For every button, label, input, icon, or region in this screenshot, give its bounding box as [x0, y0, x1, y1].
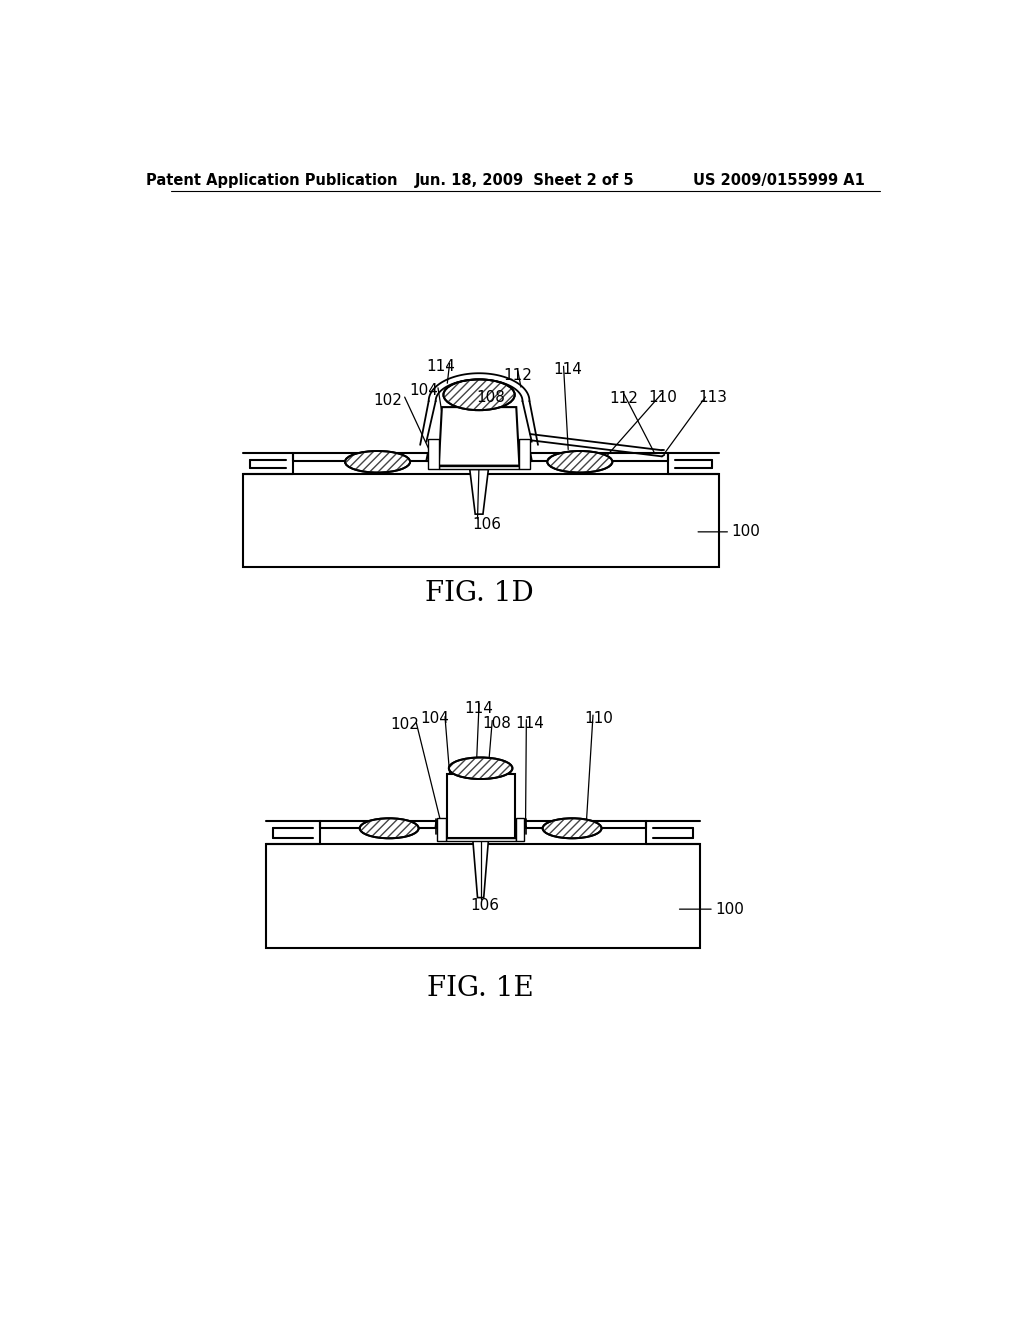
Text: 106: 106 [470, 898, 499, 913]
Text: FIG. 1E: FIG. 1E [427, 975, 534, 1002]
Text: 114: 114 [515, 715, 544, 731]
Ellipse shape [543, 818, 601, 838]
Ellipse shape [345, 451, 410, 473]
Text: 110: 110 [584, 711, 612, 726]
Bar [266, 843, 700, 948]
Text: 112: 112 [504, 368, 532, 383]
Polygon shape [473, 841, 488, 898]
Bar [519, 438, 530, 470]
Text: 110: 110 [648, 389, 677, 405]
Bar [438, 466, 519, 470]
Text: Jun. 18, 2009  Sheet 2 of 5: Jun. 18, 2009 Sheet 2 of 5 [415, 173, 635, 189]
Ellipse shape [443, 379, 515, 411]
Polygon shape [470, 470, 488, 515]
Text: FIG. 1D: FIG. 1D [425, 579, 534, 607]
Text: 114: 114 [426, 359, 455, 374]
Polygon shape [438, 407, 519, 466]
Bar [515, 817, 524, 841]
Bar [243, 474, 719, 566]
Text: 102: 102 [373, 393, 402, 408]
Text: US 2009/0155999 A1: US 2009/0155999 A1 [693, 173, 865, 189]
Ellipse shape [359, 818, 419, 838]
Bar [437, 817, 445, 841]
Bar [445, 838, 515, 841]
Text: 102: 102 [390, 717, 419, 731]
Ellipse shape [547, 451, 612, 473]
Text: Patent Application Publication: Patent Application Publication [145, 173, 397, 189]
Text: 100: 100 [731, 524, 760, 540]
Text: 106: 106 [472, 516, 502, 532]
Text: 100: 100 [715, 902, 743, 916]
Text: 104: 104 [421, 711, 450, 726]
Text: 114: 114 [554, 362, 583, 378]
Text: 104: 104 [410, 383, 438, 399]
Text: 108: 108 [476, 389, 505, 405]
Ellipse shape [449, 758, 512, 779]
Bar [446, 775, 515, 838]
Text: 108: 108 [482, 715, 511, 731]
Text: 112: 112 [609, 391, 638, 407]
Text: 113: 113 [697, 389, 727, 405]
Text: 114: 114 [465, 701, 494, 717]
Bar [428, 438, 438, 470]
